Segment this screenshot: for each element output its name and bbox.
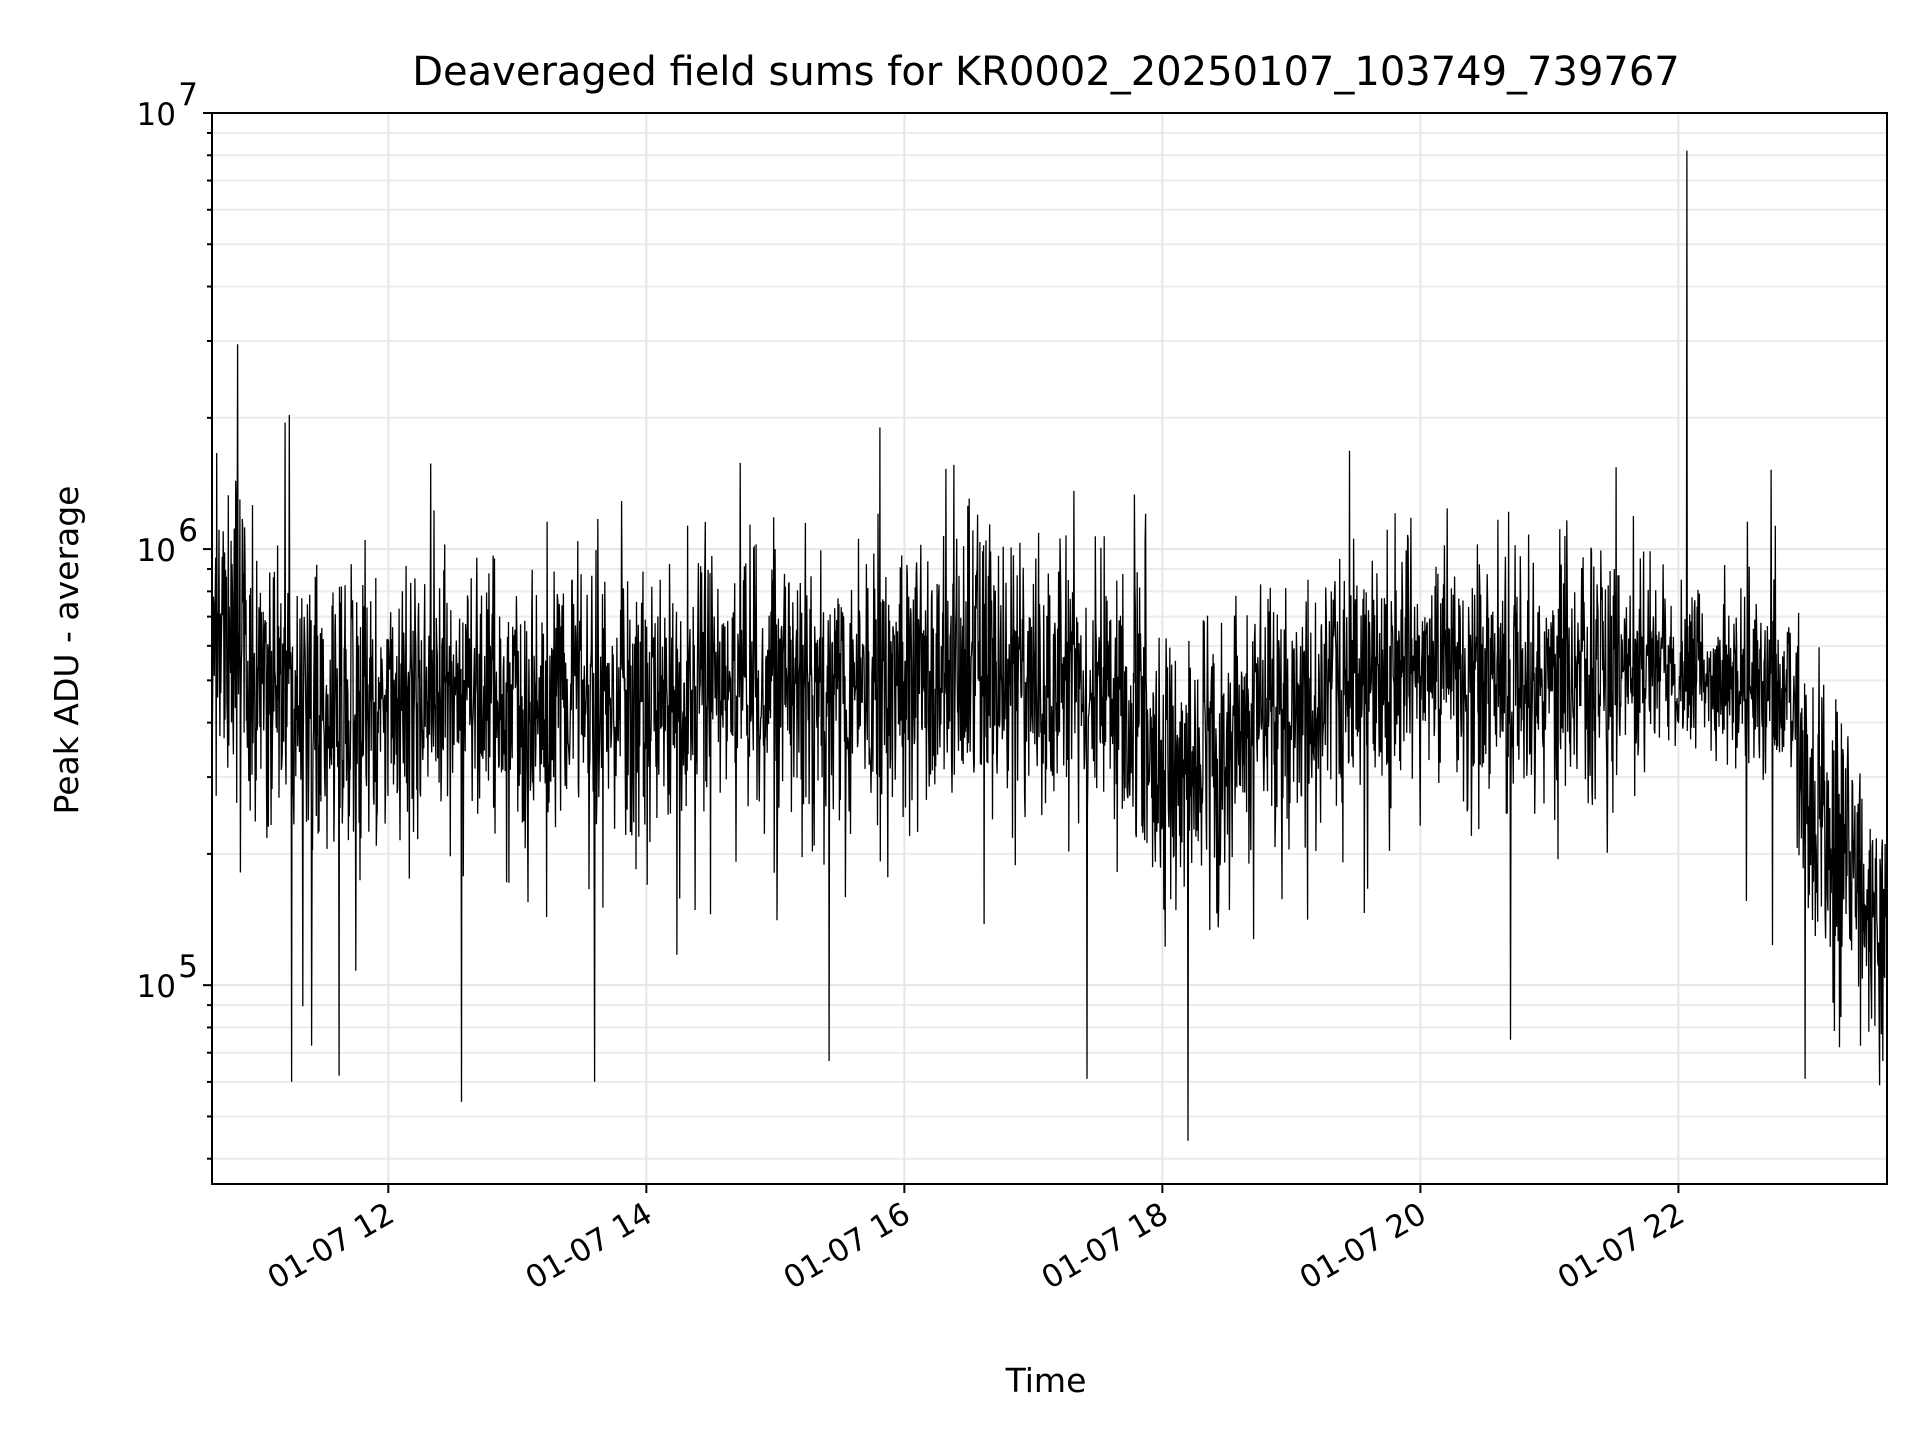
x-tick-label: 01-07 16 xyxy=(778,1196,917,1297)
series-line xyxy=(211,150,1888,1141)
x-axis-label: Time xyxy=(1005,1361,1087,1400)
x-tick-label: 01-07 20 xyxy=(1294,1196,1433,1297)
chart-title: Deaveraged field sums for KR0002_2025010… xyxy=(412,49,1680,95)
y-tick-label: 10 xyxy=(137,969,176,1005)
y-axis-label: Peak ADU - average xyxy=(47,486,86,815)
x-tick-label: 01-07 18 xyxy=(1036,1196,1175,1297)
plot-area xyxy=(211,150,1888,1141)
plot-frame xyxy=(211,112,1888,1185)
x-tick-label: 01-07 12 xyxy=(262,1196,401,1297)
x-tick-label: 01-07 22 xyxy=(1552,1196,1691,1297)
y-tick-label: 10 xyxy=(137,97,176,133)
y-tick-exponent: 5 xyxy=(178,949,198,985)
y-tick-label: 10 xyxy=(137,533,176,569)
y-tick-exponent: 6 xyxy=(178,513,198,549)
x-tick-label: 01-07 14 xyxy=(520,1196,659,1297)
y-tick-exponent: 7 xyxy=(178,77,198,113)
